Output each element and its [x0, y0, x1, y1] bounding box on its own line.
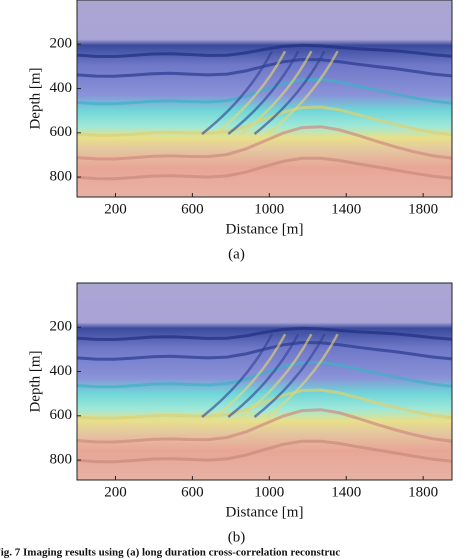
fault-reflector [227, 50, 300, 135]
figure-caption: Fig. 7 Imaging results using (a) long du… [0, 547, 340, 559]
y-tick-label: 200 [50, 319, 73, 335]
x-tick-label: 1800 [408, 201, 438, 217]
fault-reflector [227, 333, 300, 418]
fault-reflector [253, 50, 326, 135]
fault-reflector [201, 50, 274, 135]
x-axis-label: Distance [m] [226, 504, 304, 520]
x-tick-label: 1800 [408, 484, 438, 500]
plot-frame [76, 282, 453, 481]
reflector [76, 408, 453, 444]
x-tick-label: 1400 [331, 484, 361, 500]
reflector [76, 360, 453, 389]
x-tick-label: 200 [104, 484, 127, 500]
fault-reflector [266, 50, 339, 135]
y-tick-label: 400 [50, 363, 73, 379]
fault-reflector [214, 333, 287, 418]
reflector [76, 77, 453, 106]
x-tick-label: 1000 [254, 484, 284, 500]
panel: 200 600 1000 1400 1800 200 400 600 800 Distance [… [27, 0, 453, 262]
y-axis-label: Depth [m] [27, 350, 43, 412]
fault-reflector [240, 333, 313, 418]
x-tick-label: 1000 [254, 201, 284, 217]
reflector [76, 388, 453, 420]
x-tick-label: 1400 [331, 201, 361, 217]
x-tick-label: 600 [181, 484, 204, 500]
reflector [76, 326, 453, 342]
y-tick-label: 800 [50, 169, 73, 185]
fault-reflector [240, 50, 313, 135]
x-axis-label: Distance [m] [226, 221, 304, 237]
panel-label: (b) [228, 529, 246, 545]
reflector [76, 439, 453, 464]
y-axis-label: Depth [m] [27, 67, 43, 129]
fault-reflector [253, 333, 326, 418]
x-tick-label: 600 [181, 201, 204, 217]
plot-frame [76, 0, 453, 198]
reflector [76, 156, 453, 181]
reflector [76, 43, 453, 59]
panel-label: (a) [228, 246, 245, 262]
x-tick-label: 200 [104, 201, 127, 217]
y-tick-label: 600 [50, 124, 73, 140]
y-tick-label: 400 [50, 80, 73, 96]
reflector [76, 105, 453, 137]
fault-reflector [201, 333, 274, 418]
fault-reflector [266, 333, 339, 418]
y-tick-label: 200 [50, 36, 73, 52]
y-tick-label: 800 [50, 452, 73, 468]
fault-reflector [214, 50, 287, 135]
panel: 200 600 1000 1400 1800 200 400 600 800 Distance [… [27, 282, 453, 545]
reflector [76, 125, 453, 161]
y-tick-label: 600 [50, 407, 73, 423]
